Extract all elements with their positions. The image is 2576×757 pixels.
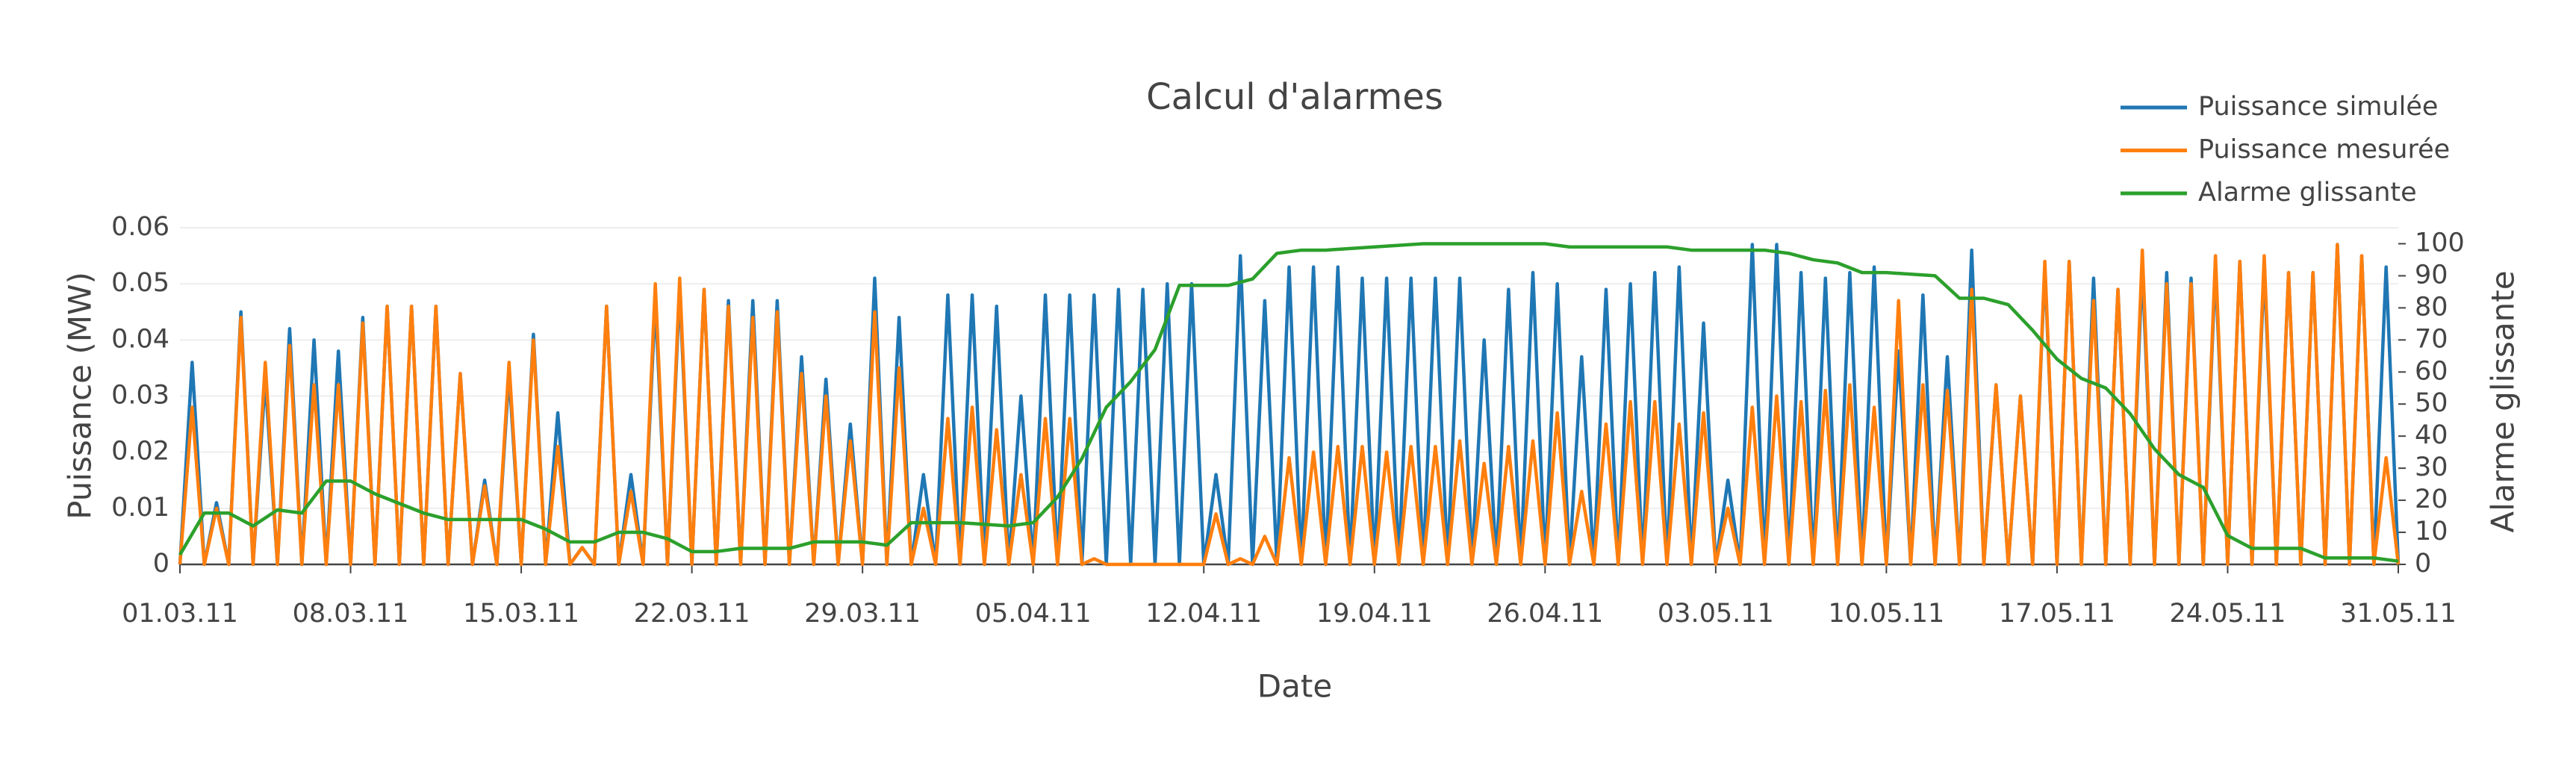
y2-tick-label: 10 — [2415, 517, 2448, 546]
chart-title: Calcul d'alarmes — [1146, 76, 1443, 118]
y-tick-label: 0.05 — [111, 268, 169, 298]
data-line — [178, 243, 2401, 567]
x-tick-label: 22.03.11 — [634, 599, 750, 629]
y2-tick-label: 90 — [2415, 260, 2448, 290]
y-tick-label: 0 — [153, 549, 169, 579]
y-tick-label: 0.03 — [111, 381, 169, 411]
x-tick-label: 03.05.11 — [1658, 599, 1774, 629]
x-tick-label: 29.03.11 — [804, 599, 921, 629]
y2-tick-label: 20 — [2415, 485, 2448, 514]
y2-axis-title: Alarme glissante — [2485, 270, 2521, 532]
x-tick-label: 26.04.11 — [1487, 599, 1603, 629]
y-tick-label: 0.04 — [111, 324, 169, 354]
x-axis-title: Date — [1257, 668, 1332, 705]
x-tick-label: 15.03.11 — [463, 599, 579, 629]
y2-tick-label: 60 — [2415, 356, 2448, 386]
y2-tick-label: 0 — [2415, 549, 2431, 579]
x-tick-label: 24.05.11 — [2170, 599, 2286, 629]
x-tick-label: 12.04.11 — [1145, 599, 1262, 629]
y2-tick-label: 30 — [2415, 452, 2448, 482]
y2-tick-label: 70 — [2415, 324, 2448, 354]
x-tick-label: 31.05.11 — [2340, 599, 2457, 629]
x-tick-label: 17.05.11 — [1999, 599, 2115, 629]
y-tick-label: 0.06 — [111, 212, 169, 242]
x-tick-label: 08.03.11 — [293, 599, 409, 629]
y-tick-label: 0.02 — [111, 437, 169, 467]
y2-tick-label: 50 — [2415, 388, 2448, 418]
x-tick-label: 01.03.11 — [122, 599, 238, 629]
x-tick-label: 10.05.11 — [1828, 599, 1944, 629]
legend-label: Alarme glissante — [2198, 178, 2417, 208]
y2-tick-label: 80 — [2415, 292, 2448, 322]
y2-tick-label: 40 — [2415, 420, 2448, 450]
x-tick-label: 19.04.11 — [1316, 599, 1433, 629]
legend-label: Puissance simulée — [2198, 92, 2438, 122]
legend-label: Puissance mesurée — [2198, 135, 2450, 165]
y2-tick-label: 100 — [2415, 228, 2465, 258]
y-axis-title: Puissance (MW) — [62, 272, 99, 520]
data-line — [178, 242, 2399, 563]
x-tick-label: 05.04.11 — [975, 599, 1092, 629]
y-tick-label: 0.01 — [111, 493, 169, 523]
